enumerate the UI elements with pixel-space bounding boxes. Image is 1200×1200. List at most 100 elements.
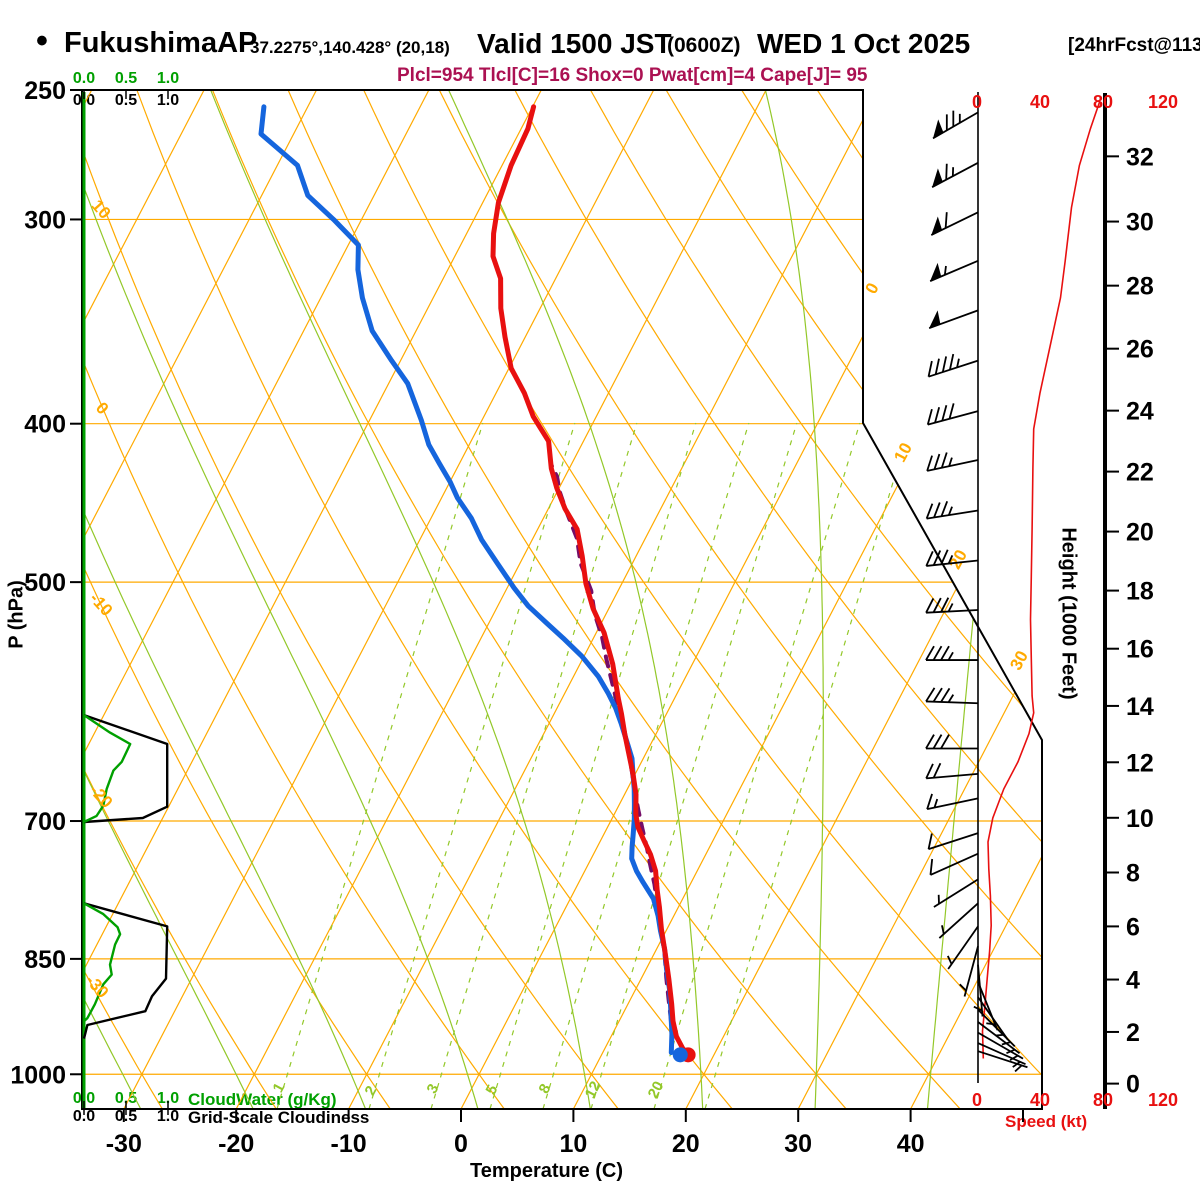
wind-barb-feather [926,455,933,472]
isotherm-label: 20 [945,547,971,573]
wind-barb-feather [945,163,948,180]
pressure-tick-label: 1000 [10,1061,66,1089]
wind-barb-halffeather [947,603,954,612]
dry-adiabat-line [82,90,391,1109]
isotherm-line [235,90,767,1109]
mixing-ratio-label: 2 [362,1083,381,1098]
valid-date: WED 1 Oct 2025 [757,28,971,59]
height-tick-label: 22 [1126,459,1154,487]
height-tick-label: 20 [1126,519,1154,547]
wind-barb-halffeather [948,457,953,467]
dry-adiabat-line [1195,90,1200,1109]
wind-barb-feather [925,645,935,661]
wind-barb [930,852,979,876]
sounding-params: Plcl=954 Tlcl[C]=16 Shox=0 Pwat[cm]=4 Ca… [397,65,868,86]
wind-barb-flag [932,168,943,188]
wind-barb-feather [932,734,943,749]
station-name: FukushimaAP [64,27,258,59]
dry-adiabat-line [211,90,847,1109]
mixing-ratio-line [542,422,750,1109]
wind-barb [926,509,979,520]
dry-adiabat-line [514,90,1042,1109]
wind-barb-feather [932,762,942,779]
wind-barb [947,925,979,970]
wind-barb [928,832,979,851]
height-tick-label: 12 [1126,749,1154,777]
speed-tick-label: 80 [1093,1090,1113,1110]
isotherm-line [460,90,992,1109]
isotherm-line [123,90,655,1109]
dry-adiabat-line [892,90,1042,1109]
moist-adiabat-line [448,90,704,1109]
height-tick-label: 24 [1126,398,1154,426]
wind-barb-feather [940,734,950,749]
isotherm-label: 30 [1006,648,1032,674]
temperature-axis-label: Temperature (C) [470,1160,623,1182]
mixing-ratio-label: 12 [582,1079,605,1102]
wind-barbs [925,110,1028,1073]
moist-adiabat-line [82,90,367,1109]
wind-barb-feather [934,358,940,375]
wind-barb-feather [941,405,948,421]
mixing-ratio-line [489,422,697,1109]
wind-barb-feather [927,833,933,850]
isotherm-label: 0 [862,280,883,297]
dewpoint-surface-dot [672,1047,688,1063]
wind-barb-flag [929,310,941,329]
isotherm-line [82,90,542,1109]
dry-adiabat-line [287,90,961,1109]
height-tick-label: 14 [1126,693,1154,721]
height-tick-label: 26 [1126,336,1154,364]
wind-barb [977,1021,1021,1054]
wind-barb [926,559,979,567]
cloudwater-scale-top: 0.0 0.5 1.0 [72,70,180,87]
wind-barb-feather [932,597,942,613]
dry-adiabat-line [363,90,1042,1109]
grid-lines [82,90,1200,1109]
mixing-ratio-label: 1 [270,1080,289,1095]
wind-barb [926,459,979,472]
height-tick-label: 2 [1126,1019,1140,1047]
wind-barb-halffeather [947,694,955,703]
wind-barb [930,211,979,236]
temperature-tick-label: 40 [897,1130,925,1158]
wind-barb-halffeather [973,1005,983,1012]
wind-barb [926,700,979,705]
wind-barb-halffeather [947,651,954,661]
isotherm-line [797,90,1042,1109]
isotherm-line [82,90,318,1109]
height-tick-label: 32 [1126,143,1154,171]
valid-time: Valid 1500 JST [477,28,672,59]
mixing-ratio-line [276,422,484,1109]
speed-axis-label: Speed (kt) [1005,1112,1088,1131]
wind-barb-feather [934,406,941,423]
wind-barb [977,1009,1016,1048]
wind-barb-feather [941,356,948,373]
wind-barb-feather [940,687,951,703]
wind-barb-feather [944,212,948,229]
station-coords: 37.2275°,140.428° (20,18) [250,38,450,57]
wind-barb-feather [925,550,934,567]
wind-barb-feather [932,645,943,661]
dry-adiabat-label: 10 [88,196,115,223]
wind-barb [928,359,979,378]
wind-barb-feather [925,687,936,702]
plot-frame [81,89,1043,1110]
title-bullet: • [36,22,48,60]
wind-barb-halffeather [948,506,953,516]
dry-adiabat-line [82,90,505,1109]
wind-barb [977,1031,1024,1060]
wind-barb-feather [933,502,941,518]
wind-barb-feather [940,549,949,565]
pressure-tick-label: 700 [24,808,66,836]
wind-barb-feather [940,645,950,661]
wind-barb-flag [930,262,942,282]
height-tick-label: 30 [1126,209,1154,237]
height-tick-label: 16 [1126,636,1154,664]
dry-adiabat-line [741,90,1042,1109]
dry-adiabat-line [82,90,277,1109]
temperature-tick-label: -20 [218,1130,254,1158]
mixing-ratio-label: 20 [645,1079,668,1102]
wind-barb-feather [940,452,948,469]
